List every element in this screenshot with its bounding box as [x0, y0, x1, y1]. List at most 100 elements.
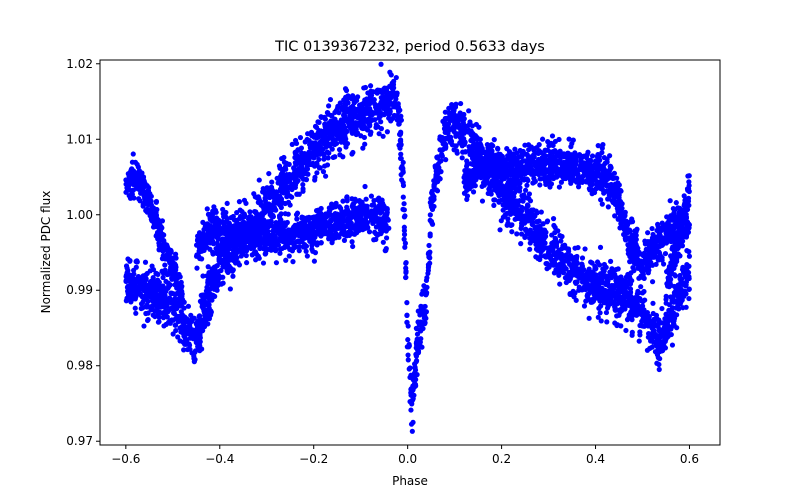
data-point [307, 161, 313, 167]
data-point [521, 194, 527, 200]
data-point [684, 248, 690, 254]
data-point [526, 195, 532, 202]
data-point [581, 274, 587, 280]
data-point [363, 196, 369, 202]
data-point [492, 186, 498, 192]
data-point [388, 118, 394, 124]
data-point [448, 117, 454, 123]
data-point [634, 291, 640, 297]
data-point [333, 108, 339, 114]
data-point [312, 214, 318, 220]
data-point [615, 266, 621, 272]
data-point [177, 325, 183, 331]
data-point [367, 83, 374, 89]
data-point [409, 428, 415, 434]
data-point [270, 232, 276, 238]
data-point [194, 265, 200, 271]
data-point [269, 179, 275, 185]
data-point [427, 231, 433, 237]
data-point [199, 232, 205, 238]
data-point [504, 222, 510, 228]
data-point [155, 277, 161, 283]
data-point [537, 224, 543, 230]
data-point [142, 283, 148, 289]
data-point [165, 309, 171, 315]
data-point [400, 182, 407, 189]
data-point [574, 279, 580, 285]
data-point [341, 232, 348, 238]
data-point [677, 285, 683, 291]
data-point [656, 366, 662, 373]
data-point [312, 141, 318, 148]
data-point [407, 374, 413, 381]
data-point [290, 230, 296, 236]
data-point [306, 154, 312, 160]
data-point [590, 279, 596, 286]
data-point [191, 359, 197, 365]
data-point [328, 112, 334, 119]
data-point [447, 138, 453, 144]
data-point [424, 284, 430, 290]
data-point [242, 213, 248, 219]
data-point [619, 298, 625, 305]
data-point [661, 343, 667, 349]
data-point [405, 357, 411, 363]
data-point [263, 207, 269, 213]
data-point [679, 266, 686, 273]
data-point [303, 248, 309, 254]
data-point [269, 192, 275, 198]
data-point [573, 297, 579, 303]
data-point [133, 310, 139, 316]
data-point [517, 185, 523, 191]
data-point [294, 226, 300, 232]
data-point [154, 302, 160, 309]
data-point [356, 120, 363, 126]
data-point [143, 272, 149, 278]
data-point [488, 191, 494, 197]
data-point [528, 207, 535, 213]
data-point [353, 131, 359, 138]
data-point [604, 319, 610, 325]
data-point [361, 108, 367, 114]
data-point [626, 274, 633, 280]
data-point [353, 215, 359, 221]
data-point [284, 219, 290, 226]
data-point [355, 106, 361, 112]
data-point [598, 318, 604, 324]
data-point [396, 142, 402, 148]
data-point [252, 236, 259, 242]
data-point [425, 251, 431, 257]
data-point [464, 158, 470, 164]
data-point [228, 265, 234, 271]
data-point [340, 213, 346, 220]
data-point [366, 107, 373, 113]
data-point [303, 177, 310, 183]
data-point [555, 228, 561, 234]
data-point [560, 270, 567, 276]
data-point [649, 279, 656, 285]
data-point [382, 85, 388, 92]
data-point [385, 217, 391, 223]
data-point [218, 267, 224, 274]
data-point [344, 195, 350, 201]
data-point [300, 181, 306, 188]
data-point [338, 117, 344, 123]
data-point [148, 307, 154, 313]
data-point [419, 291, 425, 297]
data-point [142, 278, 148, 284]
data-point [311, 228, 317, 235]
data-point [613, 274, 619, 280]
data-point [151, 291, 157, 297]
data-point [522, 187, 529, 193]
data-point [289, 141, 295, 147]
data-point [207, 232, 214, 239]
data-point [262, 218, 268, 225]
data-point [219, 218, 226, 225]
data-point [345, 95, 351, 101]
data-point [187, 322, 193, 328]
data-point [376, 131, 382, 137]
data-point [330, 223, 336, 230]
data-point [413, 359, 419, 365]
data-point [686, 253, 693, 259]
data-point [627, 281, 634, 287]
